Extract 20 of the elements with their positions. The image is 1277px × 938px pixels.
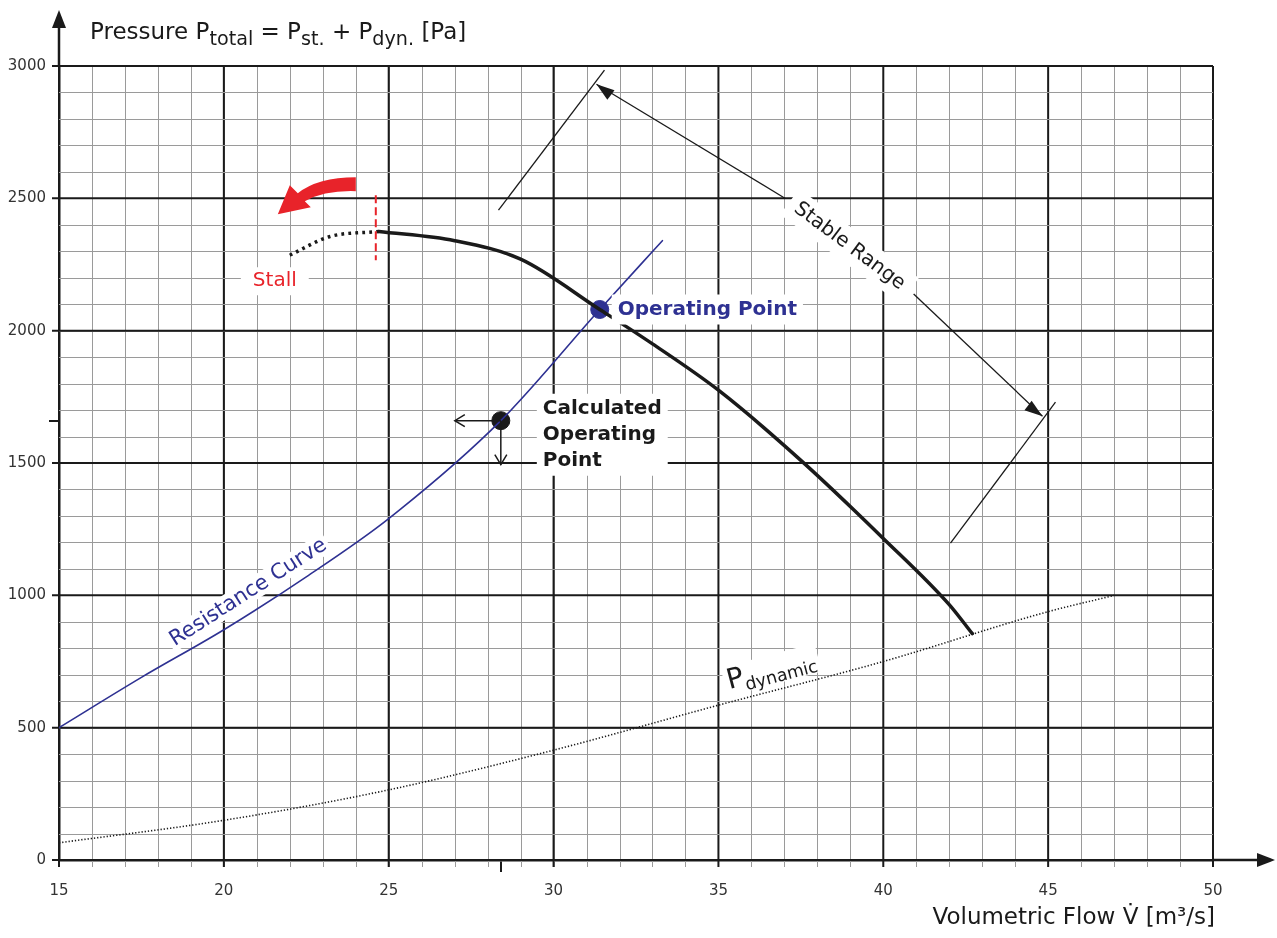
y-tick-label: 2000 (7, 320, 46, 339)
legend-label: Calculated Operating Point (542, 394, 662, 471)
y-tick-label: 2500 (7, 188, 46, 207)
y-tick-label: 1500 (7, 452, 46, 471)
x-tick-label: 35 (708, 880, 728, 899)
x-axis-title: Volumetric Flow V̇ [m³/s] (932, 903, 1215, 929)
series-label: Operating Point (617, 295, 798, 320)
x-tick-label: 15 (49, 880, 69, 899)
y-tick-label: 3000 (7, 55, 46, 74)
y-tick-label: 1000 (7, 585, 46, 604)
y-tick-label: 500 (17, 717, 46, 736)
annotation: Stall (252, 267, 297, 292)
y-axis-title: Pressure P$_{total}$ = P$_{st.}$ + P$_{dyn.}$ [Pa] (90, 18, 467, 50)
x-tick-label: 40 (873, 880, 893, 899)
x-tick-label: 50 (1203, 880, 1223, 899)
x-tick-label: 20 (214, 880, 234, 899)
x-tick-label: 45 (1038, 880, 1058, 899)
x-tick-label: 25 (379, 880, 399, 899)
x-tick-label: 30 (544, 880, 564, 899)
y-tick-label: 0 (36, 849, 46, 868)
